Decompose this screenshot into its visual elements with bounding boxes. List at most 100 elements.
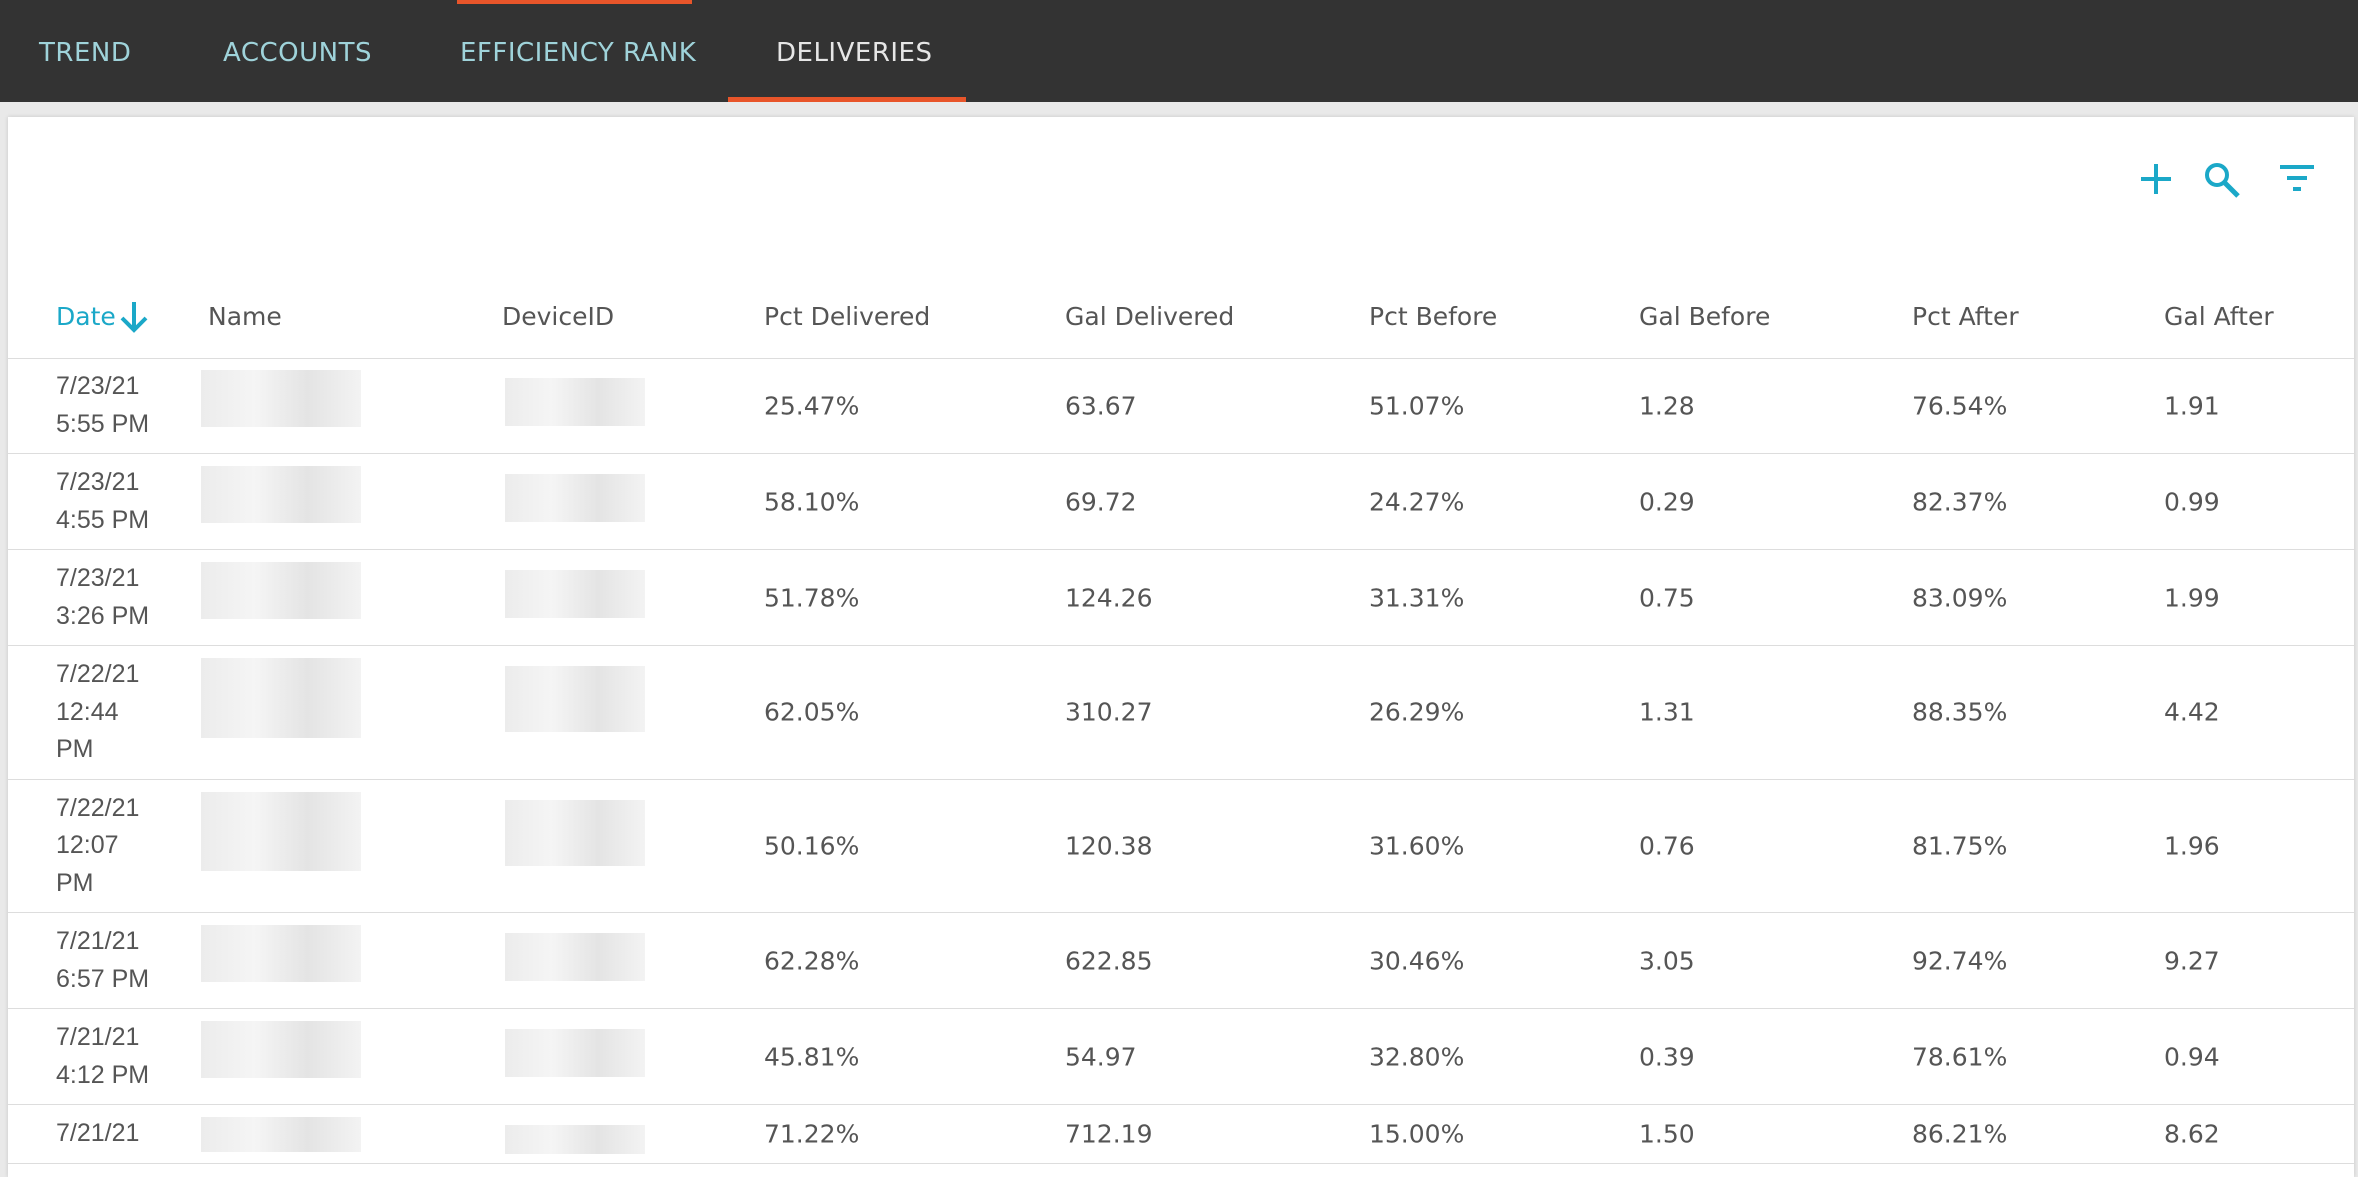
table-cell: 51.78% (764, 583, 860, 612)
table-cell: 26.29% (1369, 697, 1465, 727)
table-cell: 1.96 (2164, 831, 2220, 861)
table-cell: 24.27% (1369, 487, 1465, 516)
table-cell: 51.07% (1369, 391, 1465, 420)
table-cell: 81.75% (1912, 831, 2008, 861)
column-header[interactable]: Pct After (1912, 302, 2019, 331)
tab[interactable]: ACCOUNTS (223, 38, 372, 68)
redacted-name (201, 466, 361, 523)
redacted-device (505, 666, 645, 733)
table-cell: 45.81% (764, 1042, 860, 1071)
nav-bar: TREND ACCOUNTS EFFICIENCY RANK DELIVERIE… (0, 0, 2358, 102)
table-cell: 31.60% (1369, 831, 1465, 861)
table-row[interactable]: 7/22/21 12:07 PM 50.16% 120.38 31.60% 0.76 81… (8, 780, 2354, 913)
date-cell: 7/23/21 3:26 PM (56, 564, 150, 630)
table-cell: 92.74% (1912, 946, 2008, 975)
tab[interactable]: EFFICIENCY RANK (460, 38, 697, 68)
column-header[interactable]: Date (56, 302, 148, 333)
table-card: Date Name DeviceID Pct Delivered Gal Deliver… (8, 117, 2354, 1177)
tab[interactable]: TREND (39, 38, 132, 68)
column-header[interactable]: Pct Delivered (764, 302, 931, 331)
date-cell: 7/23/21 5:55 PM (56, 372, 150, 438)
table-cell: 31.31% (1369, 583, 1465, 612)
table-cell: 120.38 (1065, 831, 1153, 861)
sort-arrow (120, 302, 148, 333)
table-cell: 58.10% (764, 487, 860, 516)
redacted-device (505, 1029, 645, 1077)
date-cell: 7/22/21 12:07 PM (56, 793, 140, 897)
table-cell: 82.37% (1912, 487, 2008, 516)
table-cell: 32.80% (1369, 1042, 1465, 1071)
redacted-device (505, 570, 645, 618)
table-cell: 25.47% (764, 391, 860, 420)
table-cell: 30.46% (1369, 946, 1465, 975)
table-cell: 54.97 (1065, 1042, 1137, 1071)
redacted-device (505, 378, 645, 426)
redacted-name (201, 791, 361, 871)
table-row[interactable]: 7/23/21 4:55 PM 58.10% 69.72 24.27% 0.29 82.3… (8, 454, 2354, 550)
add-button[interactable] (2138, 161, 2174, 197)
table-row[interactable]: 7/23/21 5:55 PM 25.47% 63.67 51.07% 1.28 76.5… (8, 358, 2354, 454)
tab-hover-line (457, 0, 692, 4)
table-cell: 1.50 (1639, 1119, 1695, 1149)
redacted-name (201, 1117, 361, 1152)
column-header[interactable]: DeviceID (502, 302, 615, 331)
table-cell: 4.42 (2164, 697, 2220, 727)
date-cell: 7/23/21 4:55 PM (56, 468, 150, 534)
table-cell: 1.91 (2164, 391, 2220, 420)
table-row[interactable]: 7/21/21 4:12 PM 45.81% 54.97 32.80% 0.39 78.6… (8, 1009, 2354, 1105)
table-cell: 86.21% (1912, 1119, 2008, 1149)
tab[interactable]: DELIVERIES (776, 38, 933, 68)
column-header[interactable]: Gal After (2164, 302, 2274, 331)
redacted-device (505, 799, 645, 866)
date-cell: 7/21/21 (56, 1119, 140, 1147)
table-cell: 62.28% (764, 946, 860, 975)
table-cell: 71.22% (764, 1119, 860, 1149)
table-cell: 0.99 (2164, 487, 2220, 516)
column-header[interactable]: Name (208, 302, 282, 331)
redacted-device (505, 1125, 645, 1154)
table-row[interactable]: 7/21/21 71.22% 712.19 15.00% 1.50 86.21% 8.62 (8, 1105, 2354, 1164)
table-row[interactable]: 7/23/21 3:26 PM 51.78% 124.26 31.31% 0.75 83.… (8, 550, 2354, 646)
table-cell: 622.85 (1065, 946, 1153, 975)
table-cell: 88.35% (1912, 697, 2008, 727)
date-cell: 7/21/21 4:12 PM (56, 1023, 150, 1089)
table-cell: 69.72 (1065, 487, 1137, 516)
date-cell: 7/22/21 12:44 PM (56, 660, 140, 763)
redacted-name (201, 658, 361, 738)
table-cell: 15.00% (1369, 1119, 1465, 1149)
column-header[interactable]: Pct Before (1369, 302, 1498, 331)
redacted-name (201, 925, 361, 982)
table-body: 7/23/21 5:55 PM 25.47% 63.67 51.07% 1.28 76.5… (8, 358, 2354, 1164)
table-cell: 0.39 (1639, 1042, 1695, 1071)
table-cell: 8.62 (2164, 1119, 2220, 1149)
redacted-name (201, 370, 361, 427)
table-cell: 0.75 (1639, 583, 1695, 612)
table-cell: 0.76 (1639, 831, 1695, 861)
date-cell: 7/21/21 6:57 PM (56, 927, 150, 993)
active-tab-indicator (728, 97, 966, 102)
table-cell: 63.67 (1065, 391, 1137, 420)
table-cell: 1.31 (1639, 697, 1695, 727)
table-cell: 1.28 (1639, 391, 1695, 420)
table-cell: 9.27 (2164, 946, 2220, 975)
table-cell: 0.94 (2164, 1042, 2220, 1071)
table-row[interactable]: 7/22/21 12:44 PM 62.05% 310.27 26.29% 1.31 88… (8, 646, 2354, 780)
table-cell: 0.29 (1639, 487, 1695, 516)
table-cell: 62.05% (764, 697, 860, 727)
table-cell: 83.09% (1912, 583, 2008, 612)
search-button[interactable] (2203, 161, 2241, 199)
redacted-name (201, 1021, 361, 1078)
column-header[interactable]: Gal Before (1639, 302, 1771, 331)
table-cell: 76.54% (1912, 391, 2008, 420)
redacted-device (505, 933, 645, 981)
table-cell: 1.99 (2164, 583, 2220, 612)
filter-button[interactable] (2278, 161, 2316, 197)
table-cell: 50.16% (764, 831, 860, 861)
redacted-device (505, 474, 645, 522)
redacted-name (201, 562, 361, 619)
table-cell: 712.19 (1065, 1119, 1153, 1149)
table-cell: 78.61% (1912, 1042, 2008, 1071)
table-row[interactable]: 7/21/21 6:57 PM 62.28% 622.85 30.46% 3.05 92.… (8, 913, 2354, 1009)
table-cell: 310.27 (1065, 697, 1153, 727)
column-header[interactable]: Gal Delivered (1065, 302, 1235, 331)
